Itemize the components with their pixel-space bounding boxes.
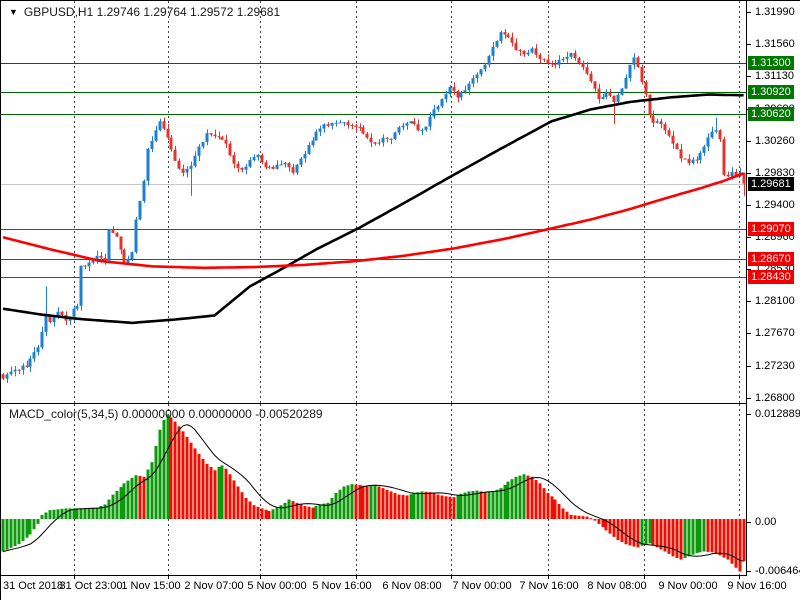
- time-axis-label: 5 Nov 00:00: [247, 580, 307, 592]
- macd-pane[interactable]: [1, 404, 746, 576]
- time-axis-label: 31 Oct 23:00: [59, 580, 123, 592]
- macd-axis-label: 0.00: [755, 516, 777, 528]
- price-axis-label: 1.26800: [755, 392, 795, 404]
- price-tick: [747, 269, 751, 270]
- price-level-badge: 1.28670: [748, 252, 794, 266]
- price-tick: [747, 173, 751, 174]
- time-tick: [74, 576, 75, 579]
- price-axis-label: 1.27230: [755, 360, 795, 372]
- time-axis-label: 31 Oct 2018: [3, 580, 63, 592]
- price-axis-label: 1.31990: [755, 6, 795, 18]
- price-tick: [747, 76, 751, 77]
- time-tick: [548, 576, 549, 579]
- symbol-period-label: GBPUSD,H1: [23, 5, 94, 19]
- price-tick: [747, 366, 751, 367]
- price-level-badge: 1.30620: [748, 107, 794, 121]
- price-tick: [747, 301, 751, 302]
- time-axis-label: 6 Nov 08:00: [382, 580, 442, 592]
- macd-axis-label: -0.0064641: [755, 565, 800, 577]
- price-axis-label: 1.31560: [755, 38, 795, 50]
- price-axis-label: 1.31130: [755, 70, 794, 82]
- price-tick: [747, 398, 751, 399]
- time-axis-label: 7 Nov 16:00: [519, 580, 579, 592]
- time-axis-label: 8 Nov 08:00: [587, 580, 647, 592]
- time-tick: [168, 576, 169, 579]
- price-axis-label: 1.30260: [755, 135, 795, 147]
- time-axis-label: 2 Nov 07:00: [184, 580, 244, 592]
- macd-indicator-label: MACD_color(5,34,5) 0.00000000 0.00000000…: [9, 407, 323, 421]
- macd-tick: [747, 414, 751, 415]
- time-axis-label: 7 Nov 00:00: [452, 580, 512, 592]
- price-level-badge: 1.30920: [748, 85, 794, 99]
- current-price-badge: 1.29681: [748, 177, 794, 191]
- price-tick: [747, 205, 751, 206]
- time-tick: [356, 576, 357, 579]
- time-tick: [644, 576, 645, 579]
- macd-axis-label: 0.0128896: [755, 408, 800, 420]
- price-axis[interactable]: 1.319901.315601.311301.306901.302601.298…: [746, 1, 800, 577]
- time-tick: [260, 576, 261, 579]
- price-tick: [747, 12, 751, 13]
- price-level-badge: 1.28430: [748, 270, 794, 284]
- price-axis-label: 1.29400: [755, 199, 795, 211]
- time-axis[interactable]: 31 Oct 2018 31 Oct 23:00 1 Nov 15:00 2 Nov …: [1, 576, 800, 601]
- time-axis-label: 5 Nov 16:00: [312, 580, 372, 592]
- price-tick: [747, 333, 751, 334]
- price-level-badge: 1.29070: [748, 222, 794, 236]
- price-axis-label: 1.28100: [755, 295, 795, 307]
- price-pane[interactable]: [1, 1, 746, 404]
- price-axis-label: 1.29830: [755, 167, 795, 179]
- time-axis-label: 9 Nov 00:00: [658, 580, 718, 592]
- price-tick: [747, 141, 751, 142]
- chart-title: ▼ GBPUSD,H1 1.29746 1.29764 1.29572 1.296…: [9, 5, 280, 19]
- symbol-dropdown-icon: ▼: [9, 7, 18, 17]
- price-tick: [747, 237, 751, 238]
- time-tick: [451, 576, 452, 579]
- price-chart-canvas[interactable]: [1, 1, 746, 403]
- macd-chart-canvas[interactable]: [1, 404, 746, 575]
- price-axis-label: 1.27670: [755, 327, 795, 339]
- time-axis-label: 1 Nov 15:00: [121, 580, 181, 592]
- price-tick: [747, 44, 751, 45]
- time-tick: [739, 576, 740, 579]
- macd-tick: [747, 571, 751, 572]
- macd-tick: [747, 522, 751, 523]
- price-level-badge: 1.31300: [748, 56, 794, 70]
- ohlc-values: 1.29746 1.29764 1.29572 1.29681: [96, 5, 281, 19]
- time-axis-label: 9 Nov 16:00: [727, 580, 787, 592]
